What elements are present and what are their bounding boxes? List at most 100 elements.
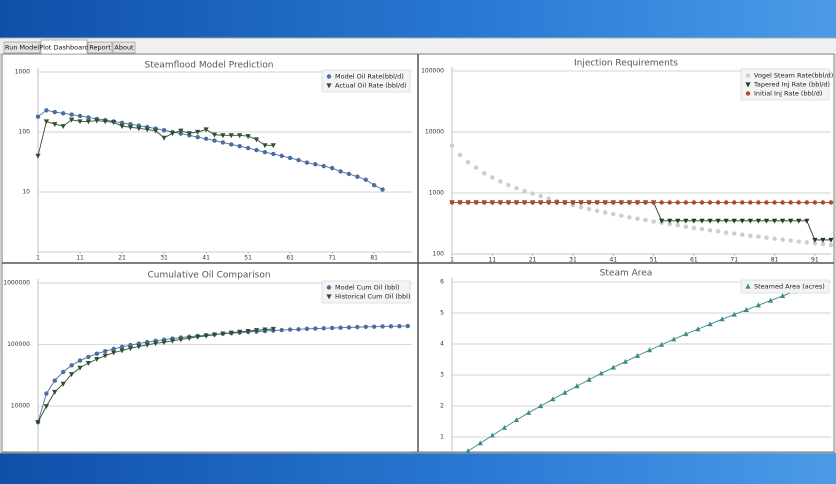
marker (94, 357, 100, 362)
marker (828, 242, 834, 248)
marker (321, 163, 326, 169)
marker (270, 143, 276, 149)
tab[interactable] (40, 39, 88, 55)
marker (119, 344, 125, 350)
tab[interactable] (3, 41, 41, 54)
marker (473, 200, 479, 205)
marker (732, 200, 737, 205)
marker (691, 200, 697, 205)
marker (671, 336, 677, 342)
chart-title: Steamflood Model Prediction (145, 61, 274, 71)
marker (719, 316, 725, 322)
marker (586, 200, 592, 205)
marker (169, 131, 176, 137)
marker (296, 157, 301, 163)
marker (363, 324, 368, 330)
marker (570, 200, 576, 205)
tab-label[interactable]: About (114, 44, 134, 52)
marker (457, 200, 463, 205)
marker (667, 221, 672, 227)
marker (60, 124, 66, 130)
marker (61, 369, 66, 375)
marker (594, 200, 600, 205)
x-tick-label: 81 (370, 255, 378, 262)
marker (546, 200, 551, 205)
marker (338, 325, 343, 330)
marker (723, 218, 729, 224)
x-tick-label: 51 (650, 257, 658, 264)
marker (128, 342, 133, 348)
marker (699, 226, 705, 232)
marker (279, 153, 284, 159)
marker (144, 342, 150, 348)
marker (667, 218, 673, 224)
marker (522, 200, 527, 205)
marker (77, 365, 83, 371)
tab-label[interactable]: Run Model (5, 44, 39, 52)
marker (506, 182, 511, 188)
marker (304, 326, 310, 332)
marker (643, 217, 648, 223)
marker (35, 420, 41, 425)
marker (707, 228, 713, 233)
marker (627, 215, 632, 220)
tab-label[interactable]: Report (89, 44, 111, 52)
marker (745, 82, 751, 88)
marker (578, 200, 584, 205)
marker (262, 143, 268, 149)
marker (578, 205, 584, 210)
marker (675, 200, 680, 205)
x-tick-label: 21 (118, 255, 126, 262)
marker (245, 328, 251, 334)
marker (675, 218, 681, 224)
marker (828, 200, 834, 205)
marker (43, 404, 50, 410)
marker (715, 229, 721, 234)
marker (94, 351, 100, 356)
tab[interactable] (87, 41, 113, 54)
marker (522, 188, 527, 194)
tab[interactable] (112, 41, 136, 54)
marker (691, 218, 697, 224)
marker (477, 440, 483, 446)
marker (739, 218, 745, 224)
marker (699, 218, 705, 224)
marker (756, 200, 761, 205)
marker (111, 120, 117, 126)
marker (788, 238, 793, 243)
y-tick-label: 100000 (7, 341, 30, 348)
marker (780, 200, 785, 205)
marker (646, 347, 653, 353)
marker (111, 350, 117, 356)
marker (380, 187, 385, 192)
marker (136, 344, 142, 350)
tab-strip (0, 39, 836, 53)
marker (546, 196, 551, 201)
x-tick-label: 31 (160, 255, 168, 262)
marker (346, 325, 352, 330)
marker (659, 341, 665, 347)
marker (755, 302, 762, 308)
marker (745, 91, 751, 96)
marker (326, 294, 332, 300)
marker (237, 143, 242, 149)
tab-label[interactable]: Plot Dashboard (39, 44, 89, 52)
marker (506, 200, 511, 205)
marker (229, 142, 234, 147)
marker (820, 241, 826, 247)
marker (127, 346, 134, 352)
marker (313, 162, 318, 167)
marker (203, 333, 209, 339)
legend-label: Initial Inj Rate (bbl/d) (754, 90, 822, 98)
marker (212, 138, 217, 143)
marker (772, 236, 777, 241)
marker (127, 125, 134, 131)
marker (743, 307, 749, 312)
marker (594, 208, 600, 214)
marker (635, 200, 640, 205)
legend-label: Vogel Steam Rate(bbl/d) (754, 72, 833, 80)
x-tick-label: 51 (244, 255, 252, 262)
marker (346, 171, 352, 177)
marker (371, 324, 377, 329)
